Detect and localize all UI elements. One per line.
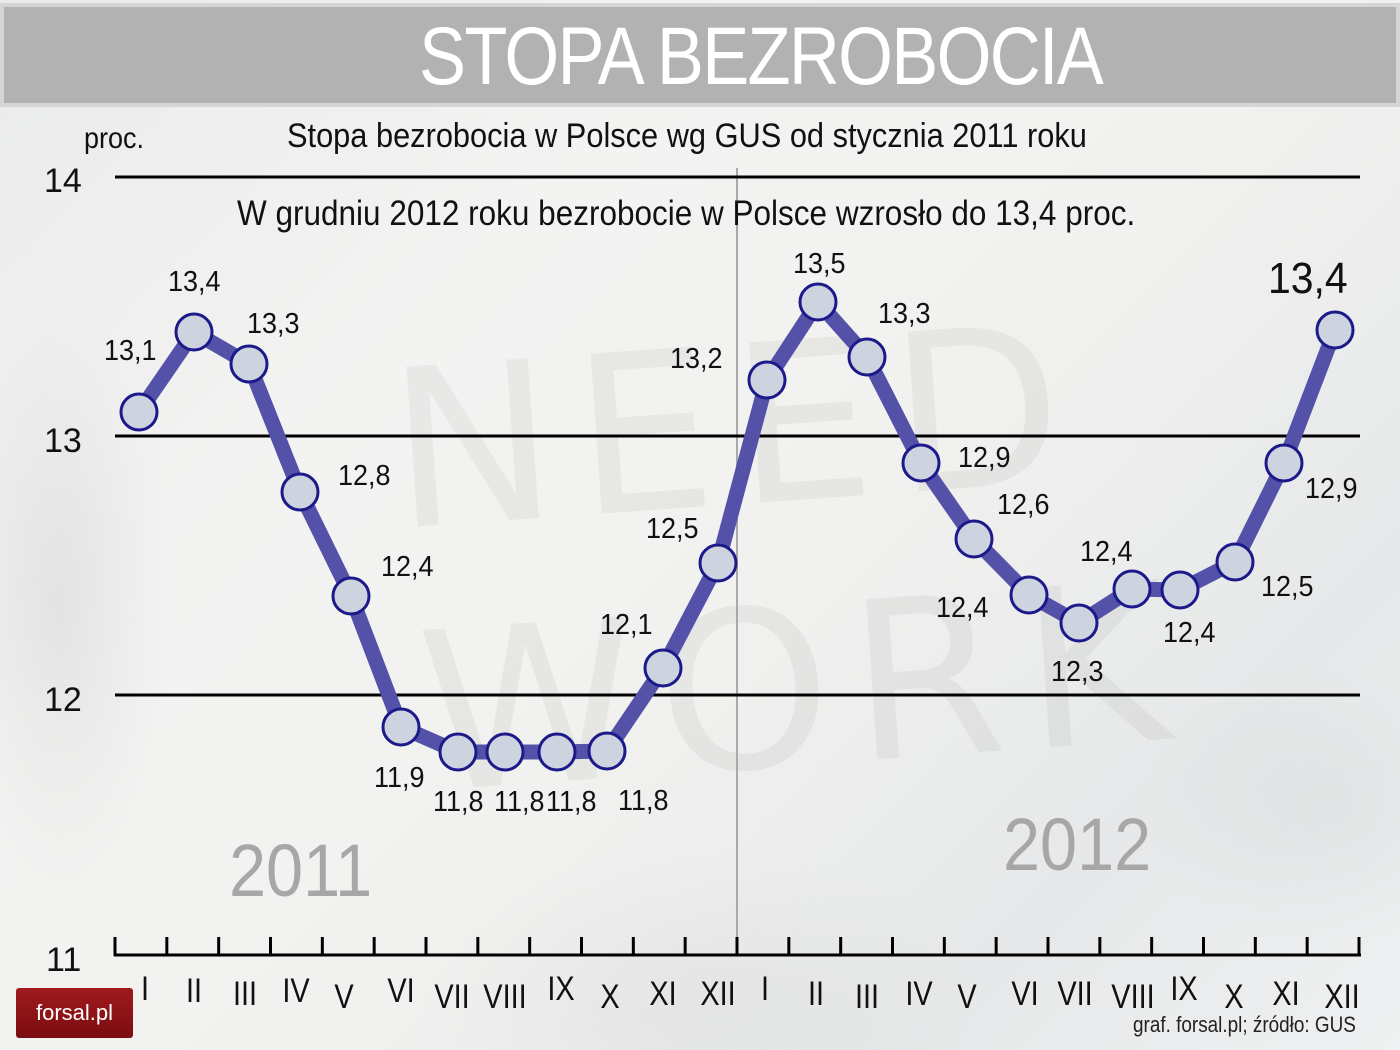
data-point-label: 11,9 [374, 762, 425, 794]
x-axis-label: VII [434, 978, 470, 1016]
data-point-label: 12,4 [1080, 536, 1133, 568]
x-axis-label: II [185, 972, 203, 1010]
year-label-2011: 2011 [229, 829, 373, 912]
data-point-marker [1264, 443, 1304, 483]
data-point-marker [698, 543, 738, 583]
x-axis-label: IX [1170, 970, 1198, 1008]
x-axis-label: VIII [483, 978, 527, 1016]
data-point-label: 12,6 [997, 489, 1050, 521]
data-point-label: 11,8 [618, 785, 669, 817]
y-tick-11: 11 [46, 941, 82, 979]
data-point-label: 13,2 [670, 343, 723, 375]
x-axis-label: IX [547, 970, 575, 1008]
x-axis-label: I [760, 970, 770, 1008]
chart-headline: W grudniu 2012 roku bezrobocie w Polsce … [237, 194, 1136, 233]
data-point-label: 11,8 [494, 786, 545, 818]
page-title: STOPA BEZROBOCIA [419, 11, 1104, 102]
data-point-label: 13,4 [1268, 254, 1348, 303]
x-axis-label: VII [1057, 975, 1093, 1013]
chart-subtitle: Stopa bezrobocia w Polsce wg GUS od styc… [287, 117, 1087, 155]
x-axis-label: V [334, 978, 354, 1016]
data-point-label: 12,4 [381, 551, 434, 583]
x-axis-label: IV [282, 972, 310, 1010]
x-axis-label: XII [1324, 978, 1360, 1016]
data-point-marker [280, 472, 320, 512]
data-point-label: 13,3 [247, 308, 300, 340]
data-point-marker [174, 312, 214, 352]
data-point-marker [1315, 310, 1355, 350]
data-point-label: 12,9 [958, 442, 1011, 474]
y-axis-unit: proc. [84, 122, 145, 155]
data-point-marker [798, 282, 838, 322]
data-point-marker [847, 337, 887, 377]
x-axis-label: XI [1272, 975, 1300, 1013]
x-axis-label: II [807, 975, 825, 1013]
header-bar: STOPA BEZROBOCIA [0, 3, 1400, 107]
data-point-label: 13,3 [878, 298, 931, 330]
y-tick-14: 14 [44, 162, 82, 200]
data-point-marker [1215, 542, 1255, 582]
data-point-marker [485, 732, 525, 772]
data-point-marker [1059, 603, 1099, 643]
data-point-label: 11,8 [433, 786, 484, 818]
data-point-marker [438, 732, 478, 772]
data-point-marker [747, 360, 787, 400]
data-point-label: 12,1 [600, 609, 653, 641]
data-point-marker [1009, 575, 1049, 615]
data-point-label: 13,1 [104, 335, 157, 367]
y-tick-12: 12 [44, 681, 82, 719]
data-point-marker [643, 648, 683, 688]
data-point-marker [331, 576, 371, 616]
data-point-marker [587, 731, 627, 771]
x-axis-label: VI [387, 972, 415, 1010]
data-point-label: 12,9 [1305, 473, 1358, 505]
data-point-marker [229, 344, 269, 384]
data-point-label: 12,5 [646, 513, 699, 545]
x-axis-label: XI [649, 975, 677, 1013]
data-point-label: 12,4 [936, 592, 989, 624]
x-axis-label: I [140, 970, 150, 1008]
x-axis-label: VIII [1111, 978, 1155, 1016]
x-axis-label: XII [700, 975, 736, 1013]
x-axis [113, 937, 1361, 957]
data-point-marker [1160, 570, 1200, 610]
data-point-marker [1112, 569, 1152, 609]
source-credit: graf. forsal.pl; źródło: GUS [1133, 1012, 1356, 1037]
x-axis-label: X [600, 978, 620, 1016]
data-point-marker [901, 443, 941, 483]
data-point-label: 11,8 [546, 786, 597, 818]
x-axis-label: V [957, 978, 977, 1016]
x-axis-label: III [854, 978, 880, 1016]
x-axis-label: III [232, 975, 258, 1013]
data-point-label: 12,3 [1051, 656, 1104, 688]
forsal-logo[interactable]: forsal.pl [16, 988, 133, 1038]
gridlines [115, 175, 1360, 697]
y-tick-13: 13 [44, 422, 82, 460]
year-label-2012: 2012 [1003, 803, 1152, 886]
data-point-marker [537, 732, 577, 772]
data-point-label: 12,4 [1163, 617, 1216, 649]
data-point-label: 12,5 [1261, 571, 1314, 603]
x-axis-label: VI [1011, 975, 1039, 1013]
data-point-marker [954, 519, 994, 559]
x-axis-label: IV [905, 975, 933, 1013]
data-point-marker [119, 392, 159, 432]
data-point-marker [381, 707, 421, 747]
data-point-label: 13,5 [793, 248, 846, 280]
data-point-label: 13,4 [168, 266, 221, 298]
x-axis-label: X [1224, 978, 1244, 1016]
data-point-label: 12,8 [338, 460, 391, 492]
data-markers [119, 282, 1355, 772]
